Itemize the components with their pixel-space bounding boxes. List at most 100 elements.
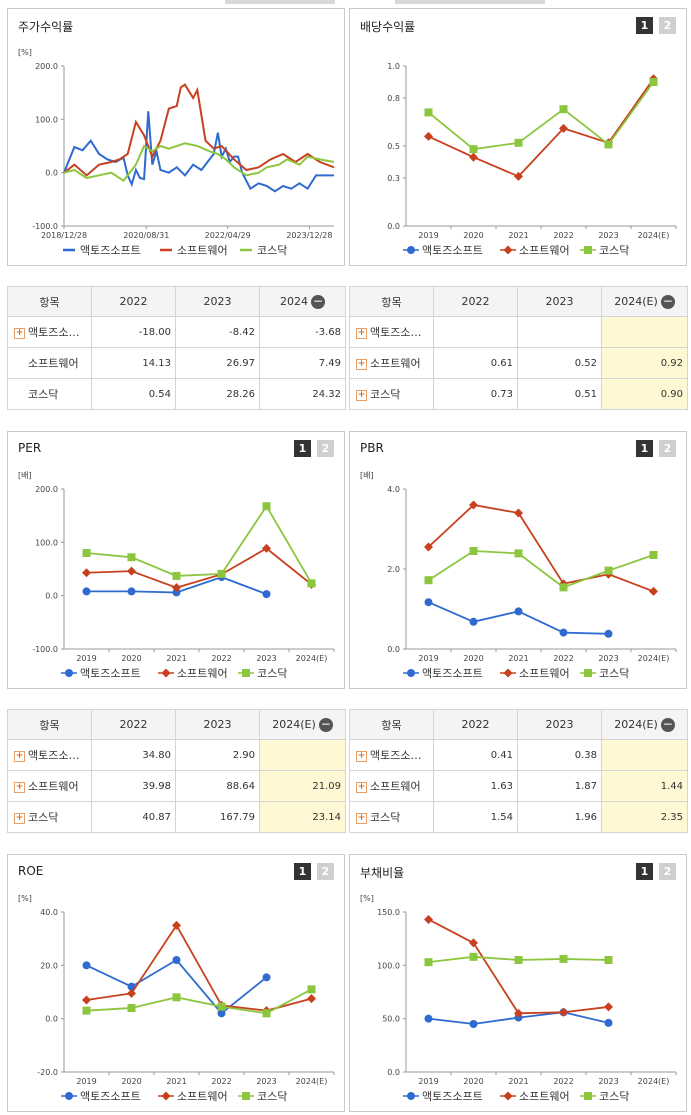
row-name-cell[interactable]: + 액토즈소… bbox=[349, 316, 434, 348]
table-row: + 액토즈소… -18.00 -8.42 -3.68 bbox=[7, 316, 346, 348]
expand-row-icon[interactable]: + bbox=[356, 327, 367, 339]
row-name-label: 소프트웨어 bbox=[28, 357, 79, 370]
expand-row-icon[interactable]: + bbox=[356, 750, 367, 762]
x-tick-label: 2023 bbox=[598, 1077, 618, 1086]
table-cell bbox=[433, 316, 518, 348]
legend-marker bbox=[584, 669, 592, 677]
legend-marker bbox=[65, 669, 73, 677]
debt-ratio-panel: 부채비율 1 2 [%] 150.0 100.0 50.0 0.0 2019 2020 202… bbox=[349, 854, 687, 1112]
collapse-column-icon[interactable]: − bbox=[311, 293, 325, 309]
pbr-panel: PBR 1 2 [배] 4.0 2.0 0.0 2019 2020 2021 2022 2023… bbox=[349, 431, 687, 689]
data-point bbox=[604, 956, 613, 964]
series-line bbox=[428, 601, 609, 635]
table-row: + 코스닥 0.73 0.51 0.90 bbox=[349, 378, 688, 410]
row-name-cell[interactable]: + 코스닥 bbox=[7, 801, 92, 833]
per-table: 항목 2022 2023 2024(E) − + 액토즈소… 34.80 2.90 + 소프트웨어 3… bbox=[7, 709, 346, 833]
row-name-cell[interactable]: + 소프트웨어 bbox=[7, 770, 92, 802]
column-header-label: 2024 bbox=[280, 294, 308, 308]
pbr-table: 항목 2022 2023 2024(E) − + 액토즈소… 0.41 0.38 + 소프트웨어 1.… bbox=[349, 709, 688, 833]
legend-label: 액토즈소프트 bbox=[422, 667, 483, 680]
expand-row-icon[interactable]: + bbox=[14, 812, 25, 824]
column-header: 2024(E) − bbox=[259, 709, 346, 740]
table-cell: 1.54 bbox=[433, 801, 518, 833]
row-name-cell[interactable]: 코스닥 bbox=[7, 378, 92, 410]
toggle-button-1[interactable]: 1 bbox=[636, 440, 653, 457]
data-point bbox=[262, 973, 271, 982]
x-tick-label: 2024(E) bbox=[296, 654, 328, 663]
data-point bbox=[307, 985, 316, 994]
data-point bbox=[127, 587, 136, 596]
column-header-label: 2022 bbox=[119, 718, 148, 731]
roe-panel: ROE 1 2 [%] 40.0 20.0 0.0 -20.0 2019 2020 2021 2… bbox=[7, 854, 345, 1112]
legend-marker bbox=[503, 1091, 513, 1101]
y-tick-label: 150.0 bbox=[377, 908, 400, 917]
series-line bbox=[86, 547, 313, 589]
data-point bbox=[559, 123, 568, 133]
data-point bbox=[82, 961, 91, 970]
expand-row-icon[interactable]: + bbox=[14, 327, 25, 339]
toggle-button-2[interactable]: 2 bbox=[317, 440, 334, 457]
chart-toggle: 1 2 bbox=[294, 863, 334, 880]
per-panel: PER 1 2 [배] 200.0 100.0 0.0 -100.0 2019 2020 20… bbox=[7, 431, 345, 689]
x-tick-label: 2022 bbox=[211, 1077, 231, 1086]
collapse-column-icon[interactable]: − bbox=[660, 716, 675, 732]
expand-row-icon[interactable]: + bbox=[356, 358, 367, 370]
legend-label: 액토즈소프트 bbox=[80, 667, 141, 680]
expand-row-icon[interactable]: + bbox=[356, 781, 367, 793]
panel-title: PBR bbox=[360, 441, 384, 455]
x-tick-label: 2020 bbox=[121, 654, 141, 663]
collapse-column-icon[interactable]: − bbox=[318, 716, 333, 732]
row-name-cell[interactable]: + 소프트웨어 bbox=[349, 770, 434, 802]
row-name-cell[interactable]: + 액토즈소… bbox=[7, 739, 92, 771]
expand-row-icon[interactable]: + bbox=[14, 781, 25, 793]
expand-row-icon[interactable]: + bbox=[356, 812, 367, 824]
expand-row-icon[interactable]: + bbox=[356, 389, 367, 401]
data-point bbox=[469, 617, 478, 626]
data-point bbox=[469, 547, 478, 555]
table-row: + 액토즈소… bbox=[349, 316, 688, 348]
table-cell: 21.09 bbox=[259, 770, 346, 802]
legend-marker bbox=[407, 246, 415, 254]
toggle-button-2[interactable]: 2 bbox=[659, 17, 676, 34]
toggle-button-1[interactable]: 1 bbox=[294, 440, 311, 457]
expand-row-icon[interactable]: + bbox=[14, 750, 25, 762]
data-point bbox=[514, 1008, 523, 1018]
y-tick-label: 200.0 bbox=[35, 62, 58, 71]
column-header-label: 2022 bbox=[461, 718, 490, 731]
row-name-cell[interactable]: + 코스닥 bbox=[349, 378, 434, 410]
y-tick-label: -20.0 bbox=[37, 1068, 58, 1077]
data-point bbox=[469, 938, 478, 948]
table-cell: 39.98 bbox=[91, 770, 176, 802]
dividend-chart: 1.0 0.8 0.5 0.3 0.0 2019 2020 2021 2022 2023 2024(… bbox=[387, 62, 677, 257]
y-tick-label: 4.0 bbox=[387, 485, 400, 494]
table-cell: 1.63 bbox=[433, 770, 518, 802]
table-row: + 소프트웨어 1.63 1.87 1.44 bbox=[349, 770, 688, 802]
column-header: 2023 bbox=[517, 286, 602, 317]
toggle-button-2[interactable]: 2 bbox=[317, 863, 334, 880]
row-name-label: 액토즈소… bbox=[28, 749, 80, 762]
y-tick-label: 0.0 bbox=[387, 645, 400, 654]
row-name-cell[interactable]: + 액토즈소… bbox=[349, 739, 434, 771]
data-point bbox=[82, 995, 91, 1005]
toggle-button-2[interactable]: 2 bbox=[659, 440, 676, 457]
table-cell: 2.90 bbox=[175, 739, 260, 771]
debt-ratio-chart: [%]150.0 100.0 50.0 0.0 2019 2020 2021 2022 2023… bbox=[360, 894, 677, 1103]
data-point bbox=[514, 607, 523, 616]
data-point bbox=[424, 108, 433, 117]
data-point bbox=[604, 629, 613, 638]
toggle-button-1[interactable]: 1 bbox=[636, 17, 653, 34]
data-point bbox=[514, 171, 523, 181]
toggle-button-1[interactable]: 1 bbox=[636, 863, 653, 880]
collapse-column-icon[interactable]: − bbox=[660, 293, 675, 309]
row-name-cell[interactable]: + 액토즈소… bbox=[7, 316, 92, 348]
x-tick-label: 2019 bbox=[76, 1077, 96, 1086]
toggle-button-1[interactable]: 1 bbox=[294, 863, 311, 880]
y-tick-label: -100.0 bbox=[32, 645, 58, 654]
series-line bbox=[63, 111, 334, 193]
toggle-button-2[interactable]: 2 bbox=[659, 863, 676, 880]
row-name-cell[interactable]: + 코스닥 bbox=[349, 801, 434, 833]
row-name-cell[interactable]: 소프트웨어 bbox=[7, 347, 92, 379]
x-tick-label: 2021 bbox=[508, 654, 528, 663]
dividend-panel: 배당수익률 1 2 1.0 0.8 0.5 0.3 0.0 2019 2020 2021 202… bbox=[349, 8, 687, 266]
row-name-cell[interactable]: + 소프트웨어 bbox=[349, 347, 434, 379]
